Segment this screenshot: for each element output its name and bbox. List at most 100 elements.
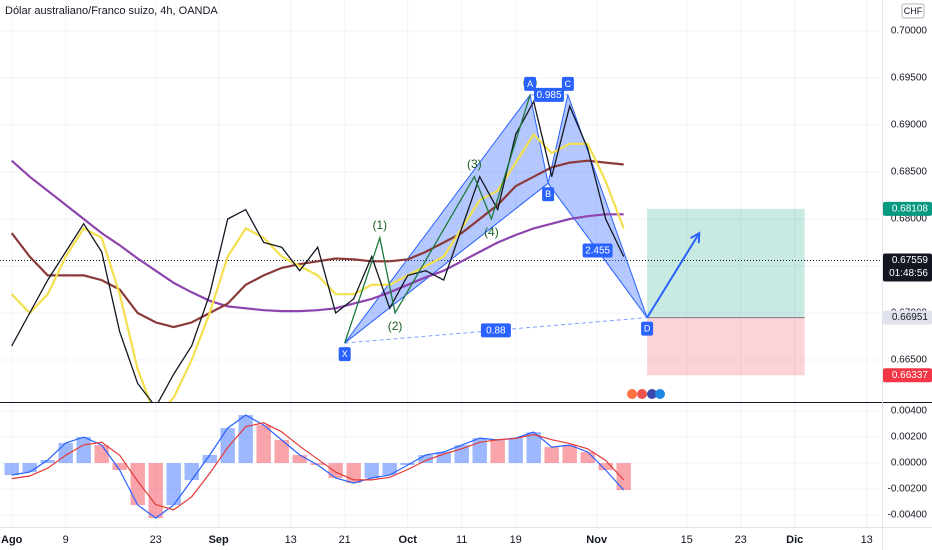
histogram-bar (436, 452, 451, 464)
x-tick-label: 19 (510, 534, 522, 546)
pattern-triangle (547, 93, 648, 318)
icon (655, 389, 665, 399)
y-tick-label: 0.70000 (891, 26, 928, 37)
currency-label[interactable]: CHF (904, 6, 923, 16)
y-tick-label: 0.00400 (891, 406, 928, 417)
price-tag-label: 0.67559 (892, 255, 929, 266)
x-tick-label: Dic (786, 534, 803, 546)
grid (0, 0, 882, 527)
histogram-bar (202, 454, 217, 464)
histogram-bar (148, 463, 163, 519)
ratio-box (582, 243, 613, 258)
arrow-head (690, 231, 701, 244)
price-line (10, 159, 624, 329)
price-tag (883, 201, 932, 216)
wave-label: (1) (372, 218, 387, 232)
histogram-bar (328, 463, 343, 478)
x-tick-label: 23 (735, 534, 747, 546)
histogram-bar (544, 447, 559, 464)
pattern-leg (344, 317, 648, 344)
indicator-icons (627, 389, 665, 399)
price-line (10, 159, 624, 313)
histogram-bar (418, 454, 433, 464)
icon (627, 389, 637, 399)
x-tick-label: 9 (63, 534, 69, 546)
price-tag (883, 368, 932, 383)
histogram-bar (274, 440, 289, 464)
histogram-bar (166, 463, 181, 506)
histogram-bar (400, 463, 415, 465)
histogram-bar (4, 463, 19, 476)
projection-arrow (646, 232, 701, 319)
histogram-bar (112, 463, 127, 471)
histogram-bar (238, 415, 253, 464)
y-tick-label: 0.66500 (891, 355, 928, 366)
macd-line (11, 414, 625, 519)
histogram-bar (184, 463, 199, 481)
icon (637, 389, 647, 399)
histogram-bar (526, 432, 541, 464)
price-tag (883, 253, 932, 282)
y-tick-label: 0.69000 (891, 120, 928, 131)
icon (647, 389, 657, 399)
x-tick-label: 11 (456, 534, 467, 546)
histogram-bar (94, 445, 109, 464)
histogram-bar (364, 463, 379, 478)
x-tick-label: 21 (339, 534, 351, 546)
wave-label: (3) (467, 157, 482, 171)
countdown-label: 01:48:56 (889, 268, 928, 279)
histogram-bar (508, 438, 523, 464)
ratio-label: 0.985 (536, 90, 561, 101)
currency-box[interactable] (901, 3, 925, 19)
histogram-bar (472, 438, 487, 464)
wave-line (344, 94, 531, 344)
pattern-point-box (542, 187, 555, 202)
price-line (10, 132, 625, 402)
histogram-bar (490, 440, 505, 464)
pattern-point-box (338, 347, 351, 362)
histogram-bar (256, 425, 271, 464)
y-tick-label: 0.69500 (891, 73, 928, 84)
y-tick-label: 0.00000 (891, 458, 928, 469)
pattern-point-box (524, 76, 537, 91)
macd-line (11, 422, 625, 511)
pattern-point-label: B (545, 189, 551, 199)
x-tick-label: Ago (1, 534, 23, 546)
pattern-point-label: A (527, 79, 533, 89)
histogram-bar (598, 463, 613, 471)
pattern-point-box (641, 321, 654, 336)
histogram-bar (454, 445, 469, 464)
price-tag (883, 310, 932, 325)
histogram-bar (76, 437, 91, 464)
price-tag-label: 0.68108 (892, 203, 929, 214)
histogram-bar (40, 460, 55, 464)
y-tick-label: 0.68000 (891, 214, 928, 225)
y-tick-label: -0.00200 (888, 484, 928, 495)
histogram-bar (292, 454, 307, 464)
histogram-bar (616, 463, 631, 491)
price-pane (0, 93, 882, 402)
ratio-label: 2.455 (585, 246, 610, 257)
x-tick-label: Nov (586, 534, 608, 546)
histogram-bar (382, 463, 397, 476)
pattern-point-label: D (644, 323, 651, 333)
symbol-title: Dólar australiano/Franco suizo, 4h, OAND… (5, 5, 218, 17)
x-tick-label: 23 (150, 534, 162, 546)
y-tick-label: -0.00400 (888, 510, 928, 521)
histogram-bar (580, 452, 595, 464)
pattern-point-label: C (565, 79, 572, 89)
macd-pane (4, 414, 631, 519)
price-tags: 0.68108 0.67559 01:48:56 0.66951 0.66337 (883, 201, 932, 383)
pattern-leg (344, 182, 549, 344)
ratio-label: 0.88 (486, 325, 506, 336)
wave-label: (4) (484, 225, 499, 239)
pattern-point-label: X (342, 349, 348, 359)
price-tag-label: 0.66337 (892, 370, 929, 381)
x-tick-label: 13 (285, 534, 297, 546)
ratio-box (480, 323, 511, 338)
target-zone (647, 208, 805, 318)
histogram-bar (310, 463, 325, 465)
x-tick-label: Oct (399, 534, 418, 546)
pattern-point-box (561, 76, 574, 91)
